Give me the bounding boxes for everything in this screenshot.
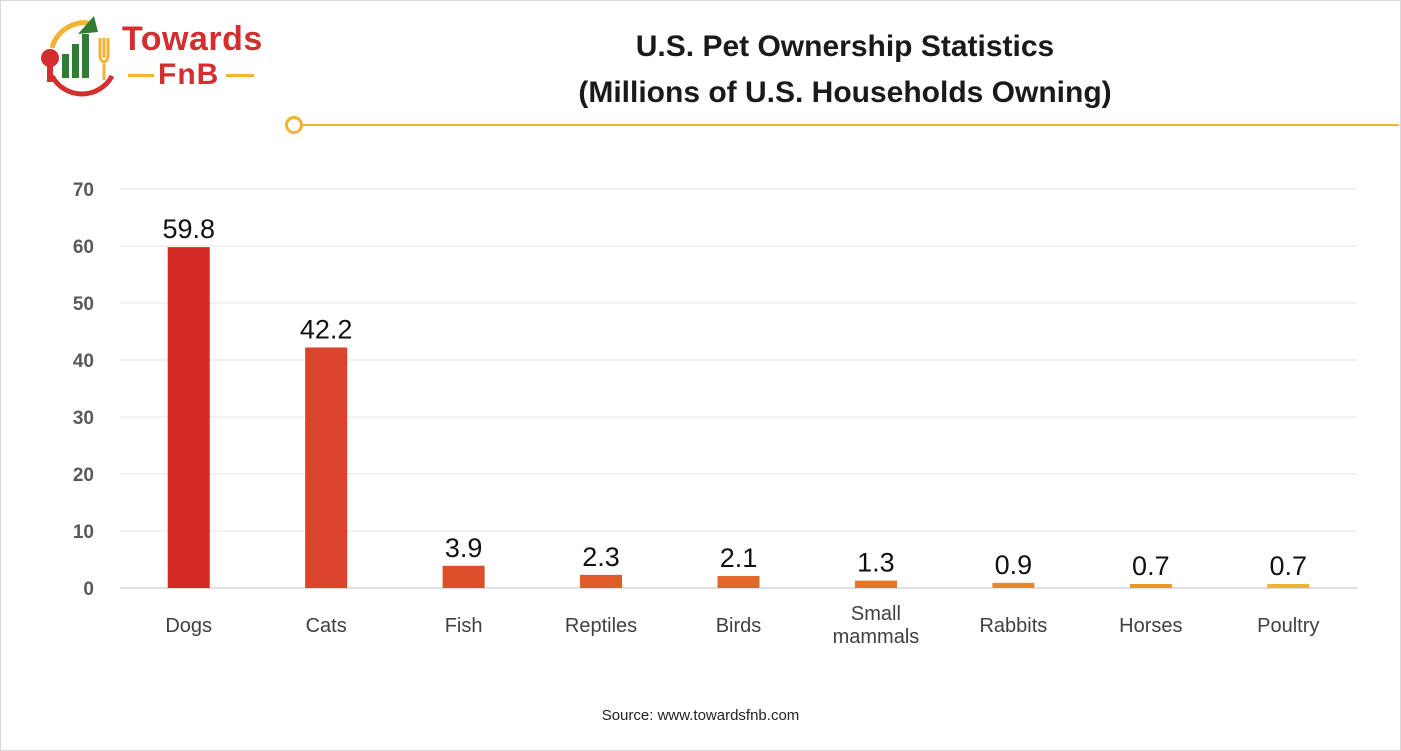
data-label: 2.3 bbox=[582, 542, 620, 572]
category-label: Cats bbox=[306, 615, 347, 637]
y-tick-label: 50 bbox=[73, 294, 94, 315]
bar-poultry bbox=[1267, 584, 1310, 588]
y-tick-label: 30 bbox=[73, 408, 94, 429]
logo-dash-right bbox=[226, 74, 254, 77]
bar-horses bbox=[1129, 584, 1172, 588]
category-label: Rabbits bbox=[979, 615, 1047, 637]
bar-reptiles bbox=[580, 574, 623, 588]
y-tick-label: 60 bbox=[73, 237, 94, 258]
data-label: 59.8 bbox=[162, 214, 215, 244]
bar-small-mammals bbox=[854, 580, 897, 588]
bar-birds bbox=[717, 576, 760, 588]
data-label: 42.2 bbox=[300, 314, 353, 344]
accent-circle-icon bbox=[285, 116, 303, 134]
category-label: Fish bbox=[445, 615, 483, 637]
source-note: Source: www.towardsfnb.com bbox=[601, 707, 800, 724]
bar-dogs bbox=[167, 247, 210, 588]
logo-wordmark-bottom: FnB bbox=[158, 58, 220, 91]
logo-emblem-icon bbox=[41, 16, 115, 97]
logo-wordmark-top: Towards bbox=[122, 20, 263, 58]
category-label: Small bbox=[851, 603, 901, 625]
bar-cats bbox=[305, 347, 348, 588]
bar-fish bbox=[442, 565, 485, 588]
category-label: Dogs bbox=[165, 615, 212, 637]
category-label: Reptiles bbox=[565, 615, 637, 637]
chart-title-line-1: U.S. Pet Ownership Statistics bbox=[635, 30, 1055, 63]
category-label: mammals bbox=[833, 626, 920, 648]
category-label: Horses bbox=[1119, 615, 1182, 637]
y-tick-label: 40 bbox=[73, 351, 94, 372]
data-label: 3.9 bbox=[445, 533, 483, 563]
logo-dash-left bbox=[128, 74, 154, 77]
chart-title-line-2: (Millions of U.S. Households Owning) bbox=[578, 76, 1112, 109]
accent-divider bbox=[302, 124, 1399, 126]
data-label: 0.7 bbox=[1270, 551, 1308, 581]
data-label: 0.9 bbox=[995, 550, 1033, 580]
y-tick-label: 0 bbox=[83, 579, 94, 600]
y-tick-label: 10 bbox=[73, 522, 94, 543]
bar-chart: 0 10 20 30 40 50 60 70 59.8 Dogs 42.2 Cats 3.9 Fish 2.… bbox=[73, 180, 1357, 648]
data-label: 0.7 bbox=[1132, 551, 1170, 581]
y-tick-label: 20 bbox=[73, 465, 94, 486]
data-label: 2.1 bbox=[720, 543, 758, 573]
data-label: 1.3 bbox=[857, 548, 895, 578]
y-tick-label: 70 bbox=[73, 180, 94, 201]
category-label: Birds bbox=[716, 615, 762, 637]
towards-fnb-logo bbox=[38, 14, 268, 98]
bar-rabbits bbox=[992, 582, 1035, 588]
category-label: Poultry bbox=[1257, 615, 1319, 637]
